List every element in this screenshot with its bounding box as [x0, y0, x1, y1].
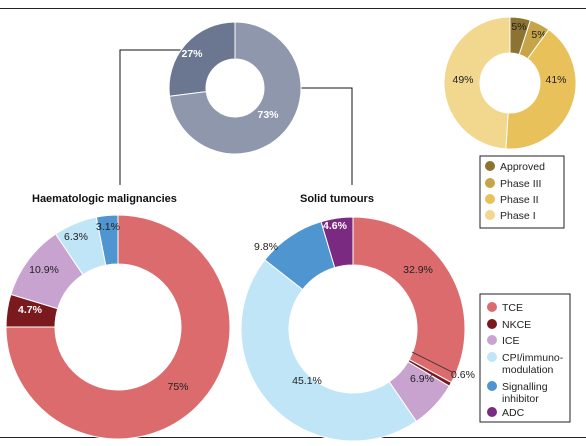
solid-data-label-1: 0.6% — [451, 369, 475, 381]
legend-label-phase-i: Phase I — [500, 210, 536, 222]
modality-legend-frame — [479, 293, 571, 423]
haem-title: Haematologic malignancies — [32, 193, 177, 205]
legend-label-phase-ii: Phase II — [500, 194, 539, 206]
legend-label-ice: ICE — [502, 335, 520, 347]
legend-swatch-signalling — [487, 381, 497, 391]
connector-haem — [119, 49, 183, 185]
legend-swatch-ice — [487, 335, 497, 345]
haem-donut: 75% 4.7% 10.9% 6.3% 3.1% — [5, 214, 231, 440]
legend-swatch-phase-ii — [485, 194, 495, 204]
haem-data-label-0: 75% — [167, 381, 188, 393]
haem-data-label-2: 10.9% — [29, 264, 59, 276]
legend-swatch-cpi — [487, 352, 497, 362]
solid-data-label-0: 32.9% — [403, 264, 433, 276]
modality-legend: TCE NKCE ICE CPI/immuno- modulation Sign… — [479, 293, 571, 423]
haem-data-label-3: 6.3% — [64, 231, 88, 243]
legend-label-tce: TCE — [502, 302, 523, 314]
legend-label-signalling-cont: inhibitor — [502, 393, 539, 405]
phase-data-label-2: 41% — [545, 74, 566, 86]
overview-data-label-0: 27% — [181, 48, 203, 60]
legend-label-cpi-cont: modulation — [502, 364, 554, 376]
phase-donut: 5%5%41%49% — [443, 16, 577, 150]
legend-label-nkce: NKCE — [502, 319, 531, 331]
phase-slice-phase-i — [443, 16, 511, 150]
phase-legend-frame — [479, 155, 565, 229]
haem-slice-signalling-inhibitor — [95, 214, 119, 266]
legend-swatch-nkce — [487, 319, 497, 329]
solid-data-label-4: 9.8% — [254, 241, 278, 253]
legend-label-signalling: Signalling — [502, 381, 548, 393]
solid-data-label-5: 4.6% — [323, 220, 348, 232]
phase-slice-phase-ii — [505, 28, 577, 150]
overview-data-label-1: 73% — [257, 109, 279, 121]
solid-slice-adc — [320, 216, 354, 269]
solid-data-label-2: 6.9% — [410, 373, 434, 385]
solid-leader-line — [411, 351, 453, 373]
overview-slice-solid-tumours — [168, 21, 302, 155]
solid-slice-cpi-immuno-modulation — [240, 259, 417, 442]
solid-slice-tce — [352, 216, 466, 384]
haem-slice-tce — [5, 214, 231, 440]
haem-data-label-1: 4.7% — [18, 304, 43, 316]
haem-data-label-4: 3.1% — [96, 221, 120, 233]
legend-label-approved: Approved — [500, 161, 545, 173]
overview-donut: 27% 73% — [168, 21, 302, 155]
connector-solid — [289, 87, 353, 185]
solid-data-label-3: 45.1% — [292, 375, 322, 387]
legend-label-cpi: CPI/immuno- — [502, 352, 564, 364]
legend-label-adc: ADC — [502, 407, 525, 419]
phase-data-label-3: 49% — [452, 74, 473, 86]
solid-title: Solid tumours — [300, 193, 374, 205]
legend-swatch-approved — [485, 161, 495, 171]
overview-slice-haematologic-malignancies — [168, 21, 236, 97]
legend-swatch-adc — [487, 407, 497, 417]
legend-swatch-tce — [487, 302, 497, 312]
legend-swatch-phase-iii — [485, 178, 495, 188]
legend-swatch-phase-i — [485, 210, 495, 220]
phase-data-label-0: 5% — [511, 21, 526, 33]
solid-donut: 32.9% 0.6% 6.9% 45.1% 9.8% 4.6% — [240, 216, 475, 442]
legend-label-phase-iii: Phase III — [500, 178, 541, 190]
phase-legend: Approved Phase III Phase II Phase I — [479, 155, 565, 229]
